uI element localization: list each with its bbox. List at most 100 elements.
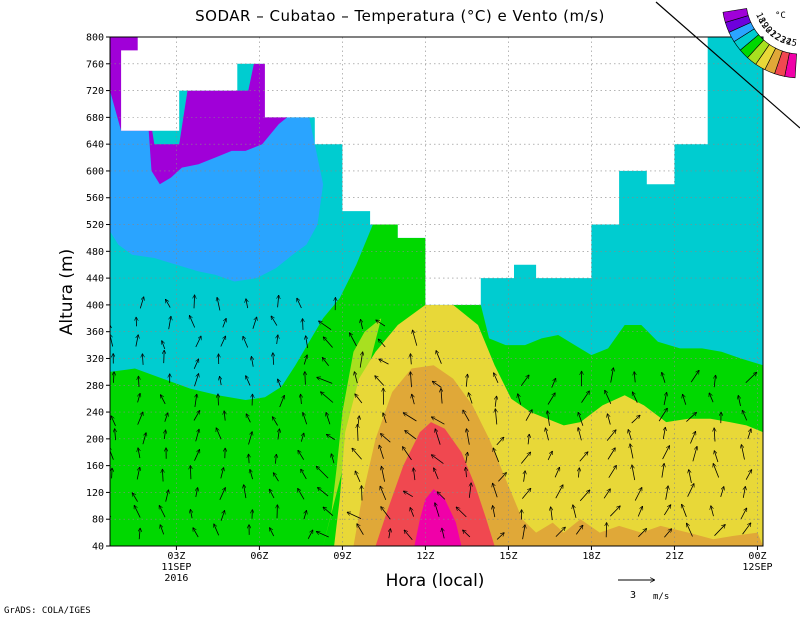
wind-arrow — [379, 358, 389, 365]
wind-arrow — [362, 485, 363, 501]
wind-arrow — [250, 469, 253, 480]
wind-arrow — [358, 416, 359, 426]
wind-arrow — [687, 483, 695, 497]
y-tick-label: 320 — [86, 354, 104, 365]
wind-arrow — [348, 333, 357, 347]
wind-arrow — [196, 487, 198, 497]
wind-arrow — [375, 376, 385, 386]
wind-arrow — [139, 528, 140, 540]
wind-arrow — [326, 434, 335, 440]
legend-swatch — [722, 8, 749, 23]
wind-arrow — [436, 350, 442, 364]
wind-arrow — [610, 506, 620, 517]
wind-arrow — [496, 437, 504, 446]
wind-arrow — [389, 528, 391, 539]
wind-arrow — [662, 372, 666, 383]
wind-arrow — [662, 445, 671, 460]
wind-arrow — [318, 321, 332, 331]
wind-arrow — [112, 468, 113, 479]
wind-arrow — [142, 432, 146, 445]
wind-arrow — [434, 468, 439, 480]
wind-arrow — [437, 492, 446, 500]
plot-frame — [109, 36, 764, 547]
wind-arrow — [466, 428, 470, 445]
wind-arrow — [413, 468, 415, 481]
wind-arrow — [165, 490, 169, 502]
wind-arrow — [442, 528, 445, 539]
y-tick-label: 560 — [86, 193, 104, 204]
wind-arrow — [193, 410, 201, 421]
legend-label: 18 — [753, 11, 767, 25]
legend-unit: °C — [775, 11, 786, 21]
wind-arrow — [578, 412, 584, 426]
wind-arrow — [581, 391, 590, 403]
wind-arrow — [110, 324, 112, 329]
wind-arrow — [214, 524, 220, 536]
wind-arrow — [376, 320, 386, 327]
wind-arrow — [278, 379, 282, 388]
wind-arrow — [521, 488, 531, 499]
wind-arrow — [220, 510, 225, 521]
wind-arrow — [217, 297, 221, 311]
no-data-mask — [110, 37, 763, 305]
wind-arrow — [164, 350, 165, 364]
reference-vector: 3 m/s — [618, 580, 669, 602]
wind-arrow — [432, 381, 442, 388]
wind-arrow — [224, 411, 225, 421]
y-tick-label: 160 — [86, 461, 104, 472]
x-tick-label: 21Z — [665, 551, 683, 562]
wind-arrow — [410, 507, 415, 517]
wind-arrow — [555, 527, 566, 537]
software-credit: GrADS: COLA/IGES — [4, 606, 91, 616]
wind-arrow — [637, 506, 642, 517]
wind-arrow — [160, 525, 165, 535]
wind-arrow — [743, 486, 745, 498]
wind-arrow — [410, 353, 411, 365]
wind-arrow — [378, 339, 386, 348]
wind-arrow — [220, 376, 222, 386]
wind-arrow — [435, 503, 440, 517]
wind-arrow — [273, 472, 279, 482]
wind-arrow — [663, 427, 665, 440]
x-date-label: 2016 — [164, 573, 188, 584]
wind-arrow — [466, 467, 467, 478]
y-tick-label: 40 — [92, 542, 104, 553]
wind-arrow — [661, 463, 664, 478]
wind-arrow — [634, 487, 643, 501]
x-tick-label: 18Z — [582, 551, 600, 562]
wind-arrow — [456, 507, 467, 518]
wind-arrow — [742, 523, 751, 535]
wind-arrow — [275, 454, 276, 464]
wind-arrow — [218, 394, 219, 406]
wind-arrow — [216, 428, 222, 440]
wind-arrow — [138, 448, 140, 459]
wind-arrow — [578, 468, 579, 478]
wind-arrow — [663, 392, 667, 406]
wind-arrow — [745, 469, 753, 480]
wind-arrow — [383, 413, 387, 424]
wind-arrow — [630, 444, 634, 459]
wind-arrow — [495, 396, 496, 407]
wind-arrow — [301, 433, 304, 442]
wind-arrow — [132, 493, 138, 502]
wind-arrow — [632, 392, 638, 403]
wind-arrow — [632, 465, 636, 481]
wind-arrow — [631, 415, 641, 424]
y-axis-ticks: 40 80 120 160 200 240 280 320 360 400 440 480 520 560… — [86, 33, 110, 553]
wind-arrow — [528, 434, 529, 445]
wind-arrow — [468, 392, 473, 404]
wind-arrow — [579, 490, 590, 502]
wind-arrow — [403, 413, 417, 422]
wind-arrow — [297, 488, 305, 500]
wind-arrow — [713, 463, 720, 478]
wind-arrow — [316, 531, 329, 538]
wind-arrow — [405, 430, 417, 440]
wind-arrow — [607, 414, 611, 425]
y-tick-label: 120 — [86, 488, 104, 499]
wind-arrow — [575, 525, 583, 535]
wind-arrow — [578, 427, 582, 441]
legend-label: 25 — [785, 37, 798, 49]
